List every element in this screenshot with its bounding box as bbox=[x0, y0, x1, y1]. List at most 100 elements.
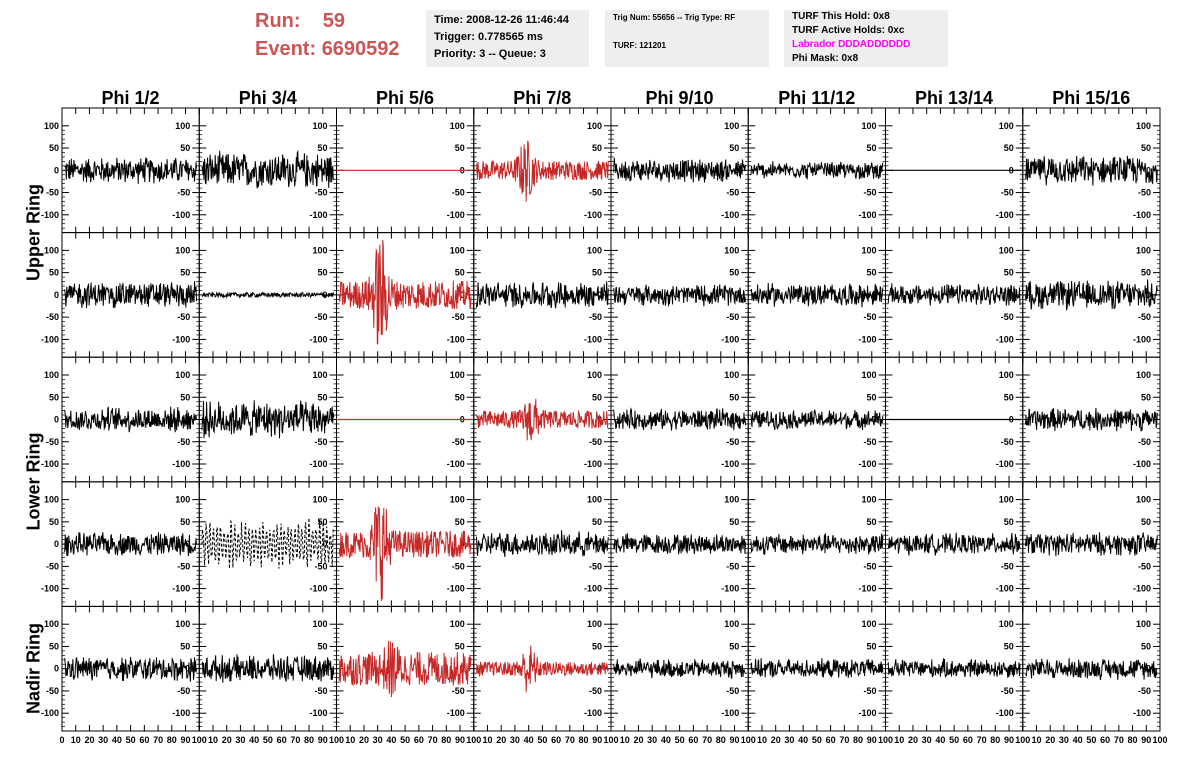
y-tick-label-inner: 50 bbox=[455, 268, 465, 278]
x-tick-label: 20 bbox=[908, 735, 918, 745]
waveform-trace bbox=[613, 407, 746, 431]
x-tick-label: 40 bbox=[798, 735, 808, 745]
y-tick-label: -50 bbox=[46, 686, 59, 696]
waveform-trace bbox=[64, 656, 197, 682]
x-tick-label: 80 bbox=[167, 735, 177, 745]
y-tick-label-inner: -100 bbox=[584, 210, 602, 220]
x-tick-label: 30 bbox=[1059, 735, 1069, 745]
y-tick-label-inner: 100 bbox=[587, 619, 602, 629]
y-tick-label-inner: -50 bbox=[452, 561, 465, 571]
x-tick-label: 70 bbox=[428, 735, 438, 745]
y-tick-label-inner: 100 bbox=[175, 121, 190, 131]
event-label: Event: bbox=[255, 38, 317, 60]
y-tick-label-inner: 100 bbox=[861, 245, 876, 255]
y-tick-label: 0 bbox=[54, 415, 59, 425]
y-tick-label-inner: 50 bbox=[866, 143, 876, 153]
y-tick-label-inner: 50 bbox=[1004, 392, 1014, 402]
y-tick-label-inner: 100 bbox=[1136, 619, 1151, 629]
y-tick-label-inner: 50 bbox=[317, 143, 327, 153]
x-tick-label: 50 bbox=[126, 735, 136, 745]
y-tick-label-inner: -50 bbox=[863, 312, 876, 322]
y-tick-label-inner: 0 bbox=[1146, 165, 1151, 175]
x-tick-label: 10 bbox=[757, 735, 767, 745]
panel-r1-c8: 100 50 0 -50 -100 bbox=[1022, 107, 1161, 234]
panel-r2-c5: 100 50 0 -50 -100 bbox=[610, 232, 749, 358]
waveform-trace bbox=[1025, 532, 1158, 557]
y-tick-label-inner: 50 bbox=[180, 268, 190, 278]
y-tick-label-inner: 50 bbox=[180, 517, 190, 527]
x-tick-label: 20 bbox=[771, 735, 781, 745]
y-tick-label-inner: -100 bbox=[172, 459, 190, 469]
waveform-trace bbox=[887, 658, 1021, 679]
y-tick-label: -100 bbox=[41, 584, 59, 594]
waveform-trace bbox=[750, 533, 884, 555]
y-tick-label-inner: 100 bbox=[450, 619, 465, 629]
waveform-trace bbox=[476, 530, 609, 558]
x-tick-label: 80 bbox=[1128, 735, 1138, 745]
column-title-2: Phi 3/4 bbox=[238, 88, 297, 108]
y-tick-label-inner: 0 bbox=[871, 415, 876, 425]
y-tick-label-inner: -50 bbox=[314, 312, 327, 322]
y-tick-label: 50 bbox=[49, 268, 59, 278]
y-tick-label-inner: 50 bbox=[317, 517, 327, 527]
trigger-text: Trigger: 0.778565 ms bbox=[434, 31, 543, 43]
y-tick-label: 50 bbox=[49, 517, 59, 527]
waveform-trace bbox=[887, 283, 1021, 306]
y-tick-label-inner: -50 bbox=[589, 437, 602, 447]
waveform-trace bbox=[750, 161, 884, 180]
y-tick-label-inner: -50 bbox=[1001, 686, 1014, 696]
x-tick-label: 10 bbox=[345, 735, 355, 745]
waveform-trace bbox=[476, 281, 609, 309]
waveform-trace bbox=[476, 645, 609, 693]
x-tick-label: 90 bbox=[730, 735, 740, 745]
x-tick-label: 40 bbox=[386, 735, 396, 745]
x-tick-label: 40 bbox=[112, 735, 122, 745]
labrador-text: Labrador DDDADDDDDD bbox=[792, 39, 911, 50]
y-tick-label-inner: 50 bbox=[1004, 517, 1014, 527]
y-tick-label-inner: -50 bbox=[452, 312, 465, 322]
y-tick-label-inner: -50 bbox=[726, 437, 739, 447]
x-tick-label: 90 bbox=[455, 735, 465, 745]
y-tick-label-inner: -50 bbox=[726, 561, 739, 571]
column-title-4: Phi 7/8 bbox=[513, 88, 572, 108]
y-tick-label: 0 bbox=[54, 165, 59, 175]
x-tick-label: 60 bbox=[688, 735, 698, 745]
event-line: Event: 6690592 bbox=[255, 38, 400, 61]
y-tick-label-inner: -100 bbox=[996, 584, 1014, 594]
x-tick-label: 80 bbox=[990, 735, 1000, 745]
x-tick-label: 20 bbox=[496, 735, 506, 745]
y-tick-label-inner: 100 bbox=[312, 245, 327, 255]
y-tick-label-inner: -50 bbox=[589, 686, 602, 696]
y-tick-label-inner: 100 bbox=[312, 370, 327, 380]
y-tick-label: -50 bbox=[46, 312, 59, 322]
y-tick-label-inner: 50 bbox=[455, 641, 465, 651]
y-tick-label-inner: 100 bbox=[999, 121, 1014, 131]
y-tick-label-inner: -100 bbox=[996, 708, 1014, 718]
y-tick-label-inner: 100 bbox=[724, 121, 739, 131]
y-tick-label-inner: -50 bbox=[177, 686, 190, 696]
y-tick-label-inner: 50 bbox=[1141, 641, 1151, 651]
y-tick-label-inner: -50 bbox=[1138, 686, 1151, 696]
x-tick-label: 70 bbox=[1114, 735, 1124, 745]
waveform-trace bbox=[750, 658, 884, 678]
x-tick-label: 60 bbox=[414, 735, 424, 745]
y-tick-label-inner: -100 bbox=[996, 210, 1014, 220]
x-tick-label: 10 bbox=[894, 735, 904, 745]
panel-r5-c1: 100 100 50 50 0 0 -50 -50 -100 -100 bbox=[41, 605, 200, 732]
x-tick-label: 80 bbox=[716, 735, 726, 745]
y-tick-label-inner: 50 bbox=[592, 268, 602, 278]
y-tick-label-inner: -100 bbox=[309, 334, 327, 344]
y-tick-label-inner: -100 bbox=[858, 708, 876, 718]
y-tick-label-inner: -50 bbox=[863, 561, 876, 571]
y-tick-label-inner: 100 bbox=[587, 370, 602, 380]
x-tick-label: 100 bbox=[329, 735, 344, 745]
